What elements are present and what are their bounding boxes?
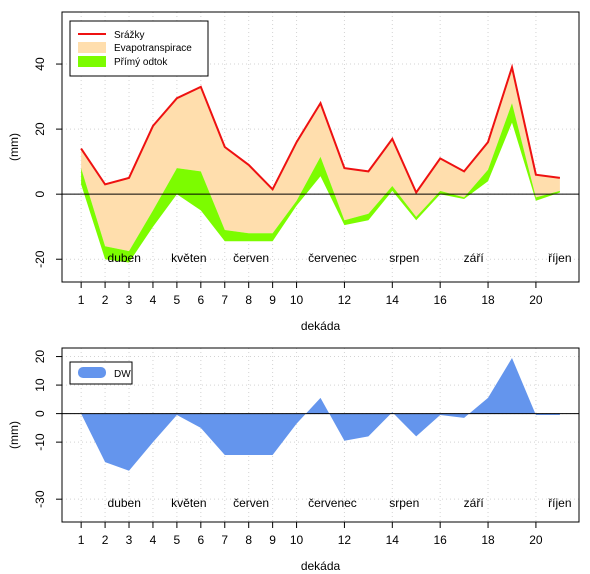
legend-swatch-primy-odtok	[78, 56, 106, 67]
x-tick-label: 7	[221, 533, 228, 547]
y-tick-label: 0	[33, 410, 47, 417]
x-tick-label: 1	[78, 533, 85, 547]
x-tick-label: 12	[338, 533, 352, 547]
month-label: duben	[108, 251, 141, 265]
y-tick-label: -20	[33, 250, 47, 268]
chart-panel-1: 1 2 3 4 5 6 7 8 9 10 12 14 16 18 20-2002040dekáda(mm)d…	[7, 11, 580, 333]
month-label: květen	[171, 251, 206, 265]
chart-panel-2: 1 2 3 4 5 6 7 8 9 10 12 14 16 18 20-30-1001020dekáda(m…	[7, 347, 580, 573]
y-tick-label: 10	[33, 378, 47, 392]
x-tick-label: 8	[245, 533, 252, 547]
month-label: září	[464, 251, 485, 265]
x-tick-label: 9	[269, 293, 276, 307]
month-label: červen	[233, 251, 269, 265]
x-axis-label: dekáda	[301, 559, 341, 573]
x-tick-label: 16	[433, 533, 447, 547]
month-label: červenec	[308, 496, 357, 510]
x-tick-label: 10	[290, 293, 304, 307]
legend-label-dw: DW	[114, 369, 131, 380]
x-tick-label: 9	[269, 533, 276, 547]
x-tick-label: 14	[386, 533, 400, 547]
x-tick-label: 3	[126, 533, 133, 547]
x-tick-label: 18	[481, 293, 495, 307]
month-label: říjen	[548, 251, 571, 265]
legend-swatch-evapotranspirace	[78, 42, 106, 53]
x-tick-label: 12	[338, 293, 352, 307]
x-tick-label: 3	[126, 293, 133, 307]
x-tick-label: 20	[529, 533, 543, 547]
y-axis-label: (mm)	[7, 133, 21, 161]
legend: DW	[69, 361, 133, 385]
x-axis-label: dekáda	[301, 319, 341, 333]
plot-frame	[61, 11, 580, 283]
y-tick-label: -30	[33, 490, 47, 508]
primy-odtok-area	[81, 103, 560, 263]
y-tick-label: 20	[33, 122, 47, 136]
legend-label-srazky: Srážky	[114, 30, 145, 41]
evapotranspirace-area	[81, 67, 560, 252]
x-tick-label: 20	[529, 293, 543, 307]
x-tick-label: 4	[150, 533, 157, 547]
y-tick-label: 20	[33, 350, 47, 364]
x-tick-label: 6	[197, 533, 204, 547]
legend-label-evapotranspirace: Evapotranspirace	[114, 43, 192, 54]
legend: Srážky Evapotranspirace Přímý odtok	[69, 20, 209, 77]
x-tick-label: 10	[290, 533, 304, 547]
month-label: září	[464, 496, 485, 510]
y-tick-label: 0	[33, 191, 47, 198]
x-tick-label: 8	[245, 293, 252, 307]
x-tick-label: 14	[386, 293, 400, 307]
y-tick-label: -10	[33, 433, 47, 451]
x-tick-label: 2	[102, 533, 109, 547]
y-tick-label: 40	[33, 57, 47, 71]
x-tick-label: 18	[481, 533, 495, 547]
x-tick-label: 1	[78, 293, 85, 307]
x-tick-label: 2	[102, 293, 109, 307]
month-label: říjen	[548, 496, 571, 510]
srazky-line	[80, 63, 561, 195]
month-label: srpen	[389, 251, 419, 265]
y-axis-label: (mm)	[7, 421, 21, 449]
x-tick-label: 16	[433, 293, 447, 307]
month-label: květen	[171, 496, 206, 510]
month-label: duben	[108, 496, 141, 510]
month-label: srpen	[389, 496, 419, 510]
x-tick-label: 4	[150, 293, 157, 307]
x-tick-label: 7	[221, 293, 228, 307]
legend-label-primy-odtok: Přímý odtok	[114, 57, 168, 68]
dw-area	[81, 358, 560, 471]
month-label: červen	[233, 496, 269, 510]
legend-swatch-dw	[78, 367, 106, 378]
x-tick-label: 5	[174, 533, 181, 547]
x-tick-label: 6	[197, 293, 204, 307]
plot-frame	[61, 347, 580, 523]
x-tick-label: 5	[174, 293, 181, 307]
month-label: červenec	[308, 251, 357, 265]
